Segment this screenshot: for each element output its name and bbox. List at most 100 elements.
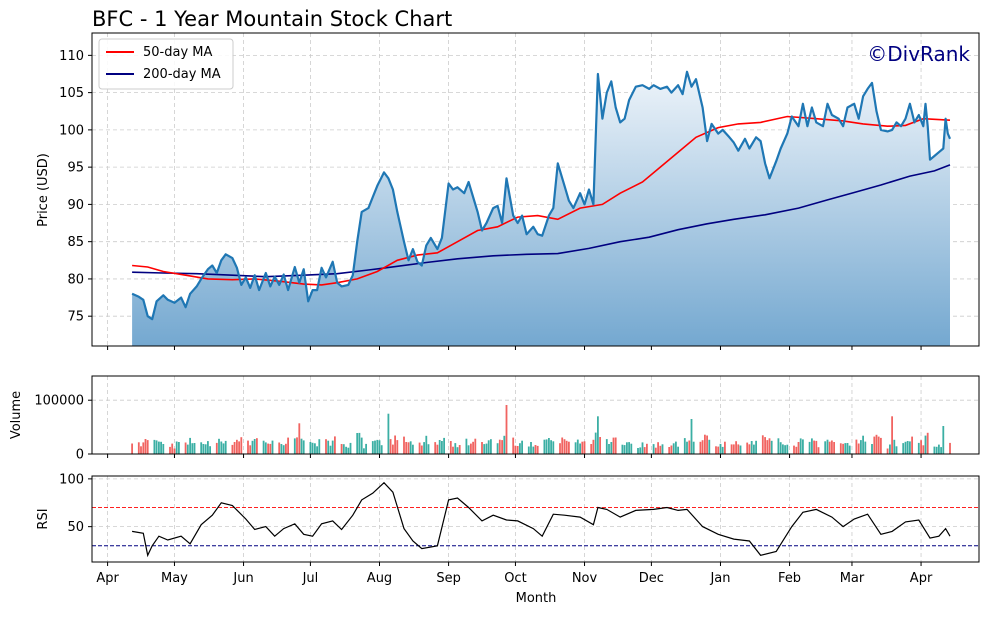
- volume-bar: [737, 444, 740, 454]
- volume-bars: [131, 405, 951, 454]
- volume-bar: [193, 443, 196, 454]
- volume-bar: [824, 441, 827, 454]
- rsi-y-label: RSI: [36, 508, 51, 529]
- volume-bar: [436, 444, 439, 454]
- volume-bar: [465, 438, 468, 454]
- volume-bar: [690, 419, 693, 454]
- volume-bar: [140, 446, 142, 454]
- volume-bar: [155, 440, 158, 454]
- y-tick-label: 100: [59, 472, 84, 487]
- volume-bar: [449, 441, 452, 454]
- price-panel-frame: [91, 32, 980, 347]
- price-line: [131, 70, 952, 321]
- volume-bar: [886, 448, 889, 454]
- volume-bar: [661, 444, 664, 454]
- y-tick-label: 90: [67, 198, 84, 213]
- volume-bar: [160, 441, 162, 454]
- volume-bar: [706, 435, 708, 454]
- volume-bar: [579, 443, 581, 454]
- volume-bar: [721, 446, 724, 454]
- volume-bar: [590, 444, 593, 454]
- volume-bar: [394, 435, 396, 454]
- volume-bar: [904, 441, 907, 454]
- volume-bar: [917, 442, 920, 454]
- volume-bar: [543, 439, 546, 454]
- volume-bar: [325, 439, 327, 454]
- volume-bar: [407, 442, 410, 454]
- volume-bar: [552, 441, 555, 454]
- volume-bar: [365, 443, 367, 454]
- volume-bar: [501, 440, 503, 454]
- rsi-line: [131, 481, 951, 558]
- volume-bar: [514, 445, 517, 454]
- volume-bar: [345, 446, 347, 454]
- x-tick-label: Sep: [436, 571, 461, 586]
- volume-bar: [626, 442, 628, 454]
- volume-bar: [779, 442, 782, 454]
- volume-bar: [527, 446, 530, 454]
- volume-bar: [405, 442, 408, 454]
- volume-bar: [641, 442, 644, 454]
- volume-bar: [548, 438, 550, 454]
- volume-bar: [612, 437, 615, 454]
- volume-bar: [264, 442, 267, 454]
- volume-bar: [833, 442, 835, 454]
- volume-bar: [300, 438, 303, 454]
- volume-bar: [409, 441, 412, 454]
- volume-bar: [563, 439, 566, 454]
- volume-bar: [654, 447, 657, 454]
- volume-bar: [855, 439, 858, 454]
- volume-bar: [815, 440, 818, 454]
- volume-bar: [356, 433, 359, 454]
- rsi-y-axis: 50 100: [59, 472, 92, 535]
- volume-bar: [209, 446, 211, 454]
- volume-bar: [839, 443, 842, 454]
- volume-bar: [811, 438, 813, 454]
- volume-bar: [559, 443, 561, 454]
- volume-bar: [271, 440, 274, 454]
- volume-bar: [505, 405, 508, 454]
- volume-y-label: Volume: [9, 391, 24, 439]
- volume-bar: [498, 439, 501, 454]
- volume-bar: [490, 439, 492, 454]
- volume-bar: [314, 443, 316, 454]
- volume-bar: [186, 444, 189, 454]
- x-tick-label: Nov: [572, 571, 598, 586]
- volume-bar: [652, 444, 655, 454]
- volume-x-ticks: [107, 454, 922, 458]
- x-tick-label: Feb: [778, 571, 801, 586]
- volume-bar: [474, 438, 477, 454]
- volume-bar: [793, 445, 795, 454]
- volume-bar: [715, 446, 717, 454]
- volume-bar: [371, 441, 374, 454]
- x-axis: Apr May Jun Jul Aug Sep Oct Nov Dec Jan Feb Mar Apr: [96, 562, 933, 586]
- volume-bar: [374, 440, 376, 454]
- volume-bar: [456, 447, 459, 454]
- volume-bar: [581, 441, 584, 454]
- volume-bar: [238, 441, 240, 454]
- volume-bar: [438, 440, 441, 454]
- volume-bar: [608, 444, 610, 454]
- volume-bar: [777, 438, 780, 454]
- volume-bar: [487, 440, 490, 454]
- volume-bar: [316, 446, 318, 454]
- volume-bar: [204, 444, 207, 454]
- y-tick-label: 0: [76, 448, 84, 463]
- y-tick-label: 110: [59, 49, 84, 64]
- volume-bar: [730, 444, 733, 454]
- volume-bar: [318, 439, 321, 454]
- volume-bar: [396, 440, 399, 454]
- volume-bar: [387, 413, 390, 454]
- volume-bar: [659, 445, 662, 454]
- volume-bar: [766, 440, 769, 454]
- volume-bar: [534, 445, 537, 454]
- volume-bar: [826, 439, 829, 454]
- volume-bar: [860, 440, 862, 454]
- volume-panel-frame: [91, 375, 980, 455]
- volume-bar: [142, 442, 145, 454]
- volume-bar: [614, 437, 617, 454]
- volume-bar: [483, 444, 486, 454]
- volume-bar: [708, 439, 711, 454]
- volume-bar: [233, 442, 236, 454]
- volume-bar: [200, 442, 203, 454]
